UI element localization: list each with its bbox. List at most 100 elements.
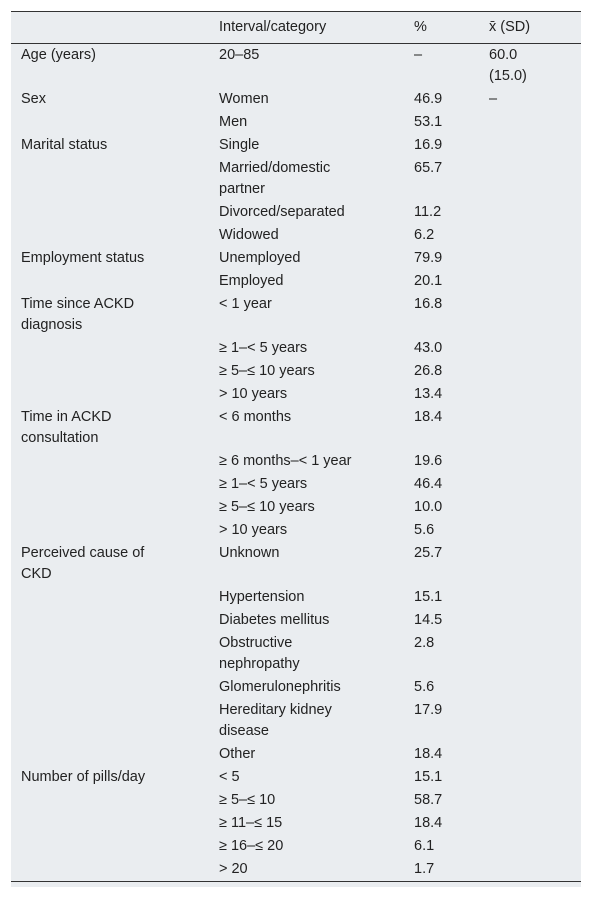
- cell: [489, 201, 581, 224]
- cell: [489, 858, 581, 882]
- cell: 1.7: [414, 861, 435, 877]
- header-cell: [11, 11, 219, 44]
- cell: 16.9: [414, 137, 443, 153]
- cell: [489, 766, 581, 789]
- cell: Divorced/separated: [219, 204, 345, 220]
- table-row: > 10 years 5.6: [11, 519, 581, 542]
- cell: [11, 835, 219, 858]
- table-row: ≥ 5–≤ 10 years 10.0: [11, 496, 581, 519]
- cell: 20–85: [219, 47, 260, 63]
- cell: < 1 year: [219, 296, 272, 312]
- cell: [489, 270, 581, 293]
- cell: 25.7: [414, 545, 443, 561]
- cell: Number of pills/day: [21, 769, 146, 785]
- cell: 17.9: [414, 702, 443, 718]
- cell: 18.4: [414, 746, 443, 762]
- cell: > 10 years: [219, 522, 288, 538]
- cell: [489, 473, 581, 496]
- table-row: ≥ 5–≤ 10 58.7: [11, 789, 581, 812]
- cell: [489, 632, 581, 676]
- cell: ≥ 1–< 5 years: [219, 340, 308, 356]
- cell: [11, 676, 219, 699]
- table-row: ≥ 5–≤ 10 years 26.8: [11, 360, 581, 383]
- cell: Age (years): [21, 47, 96, 63]
- cell: [11, 383, 219, 406]
- cell: [11, 224, 219, 247]
- cell: [11, 111, 219, 134]
- table-row: > 20 1.7: [11, 858, 581, 882]
- cell: [11, 270, 219, 293]
- cell: ≥ 11–≤ 15: [219, 815, 283, 831]
- cell: Widowed: [219, 227, 279, 243]
- cell: 60.0 (15.0): [489, 47, 527, 84]
- cell: [489, 134, 581, 157]
- cell: > 20: [219, 861, 248, 877]
- cell: ≥ 16–≤ 20: [219, 838, 284, 854]
- cell: 19.6: [414, 453, 443, 469]
- table-panel: Interval/category % x̄ (SD) Age (years) 2…: [11, 11, 581, 887]
- cell: 6.1: [414, 838, 435, 854]
- cell: [11, 360, 219, 383]
- table-row: Glomerulonephritis 5.6: [11, 676, 581, 699]
- cell: 16.8: [414, 296, 443, 312]
- table-row: Sex Women 46.9 –: [11, 88, 581, 111]
- cell: Married/domestic partner: [219, 160, 331, 197]
- cell: Hereditary kidney disease: [219, 702, 332, 739]
- table-row: Time since ACKD diagnosis < 1 year 16.8: [11, 293, 581, 337]
- cell: [489, 812, 581, 835]
- cell: Obstructive nephropathy: [219, 635, 300, 672]
- table-row: ≥ 1–< 5 years 46.4: [11, 473, 581, 496]
- header-cell: Interval/category: [219, 11, 414, 44]
- cell: 46.4: [414, 476, 443, 492]
- cell: Sex: [21, 91, 46, 107]
- cell: Glomerulonephritis: [219, 679, 341, 695]
- cell: [489, 789, 581, 812]
- table: Interval/category % x̄ (SD) Age (years) 2…: [11, 11, 581, 882]
- table-head: Interval/category % x̄ (SD): [11, 11, 581, 44]
- cell: [11, 496, 219, 519]
- table-row: Widowed 6.2: [11, 224, 581, 247]
- cell: Employed: [219, 273, 284, 289]
- cell: 2.8: [414, 635, 435, 651]
- cell: –: [414, 47, 423, 63]
- cell: [11, 473, 219, 496]
- cell: [11, 586, 219, 609]
- table-row: Diabetes mellitus 14.5: [11, 609, 581, 632]
- cell: [489, 293, 581, 337]
- cell: ≥ 5–≤ 10: [219, 792, 276, 808]
- cell: 18.4: [414, 815, 443, 831]
- cell: < 5: [219, 769, 240, 785]
- table-row: Obstructive nephropathy 2.8: [11, 632, 581, 676]
- cell: [489, 542, 581, 586]
- cell: ≥ 6 months–< 1 year: [219, 453, 352, 469]
- cell: [489, 586, 581, 609]
- cell: 5.6: [414, 679, 435, 695]
- cell: 26.8: [414, 363, 443, 379]
- cell: –: [489, 91, 498, 107]
- cell: Employment status: [21, 250, 145, 266]
- cell: [489, 247, 581, 270]
- cell: [11, 450, 219, 473]
- cell: 65.7: [414, 160, 443, 176]
- cell: 14.5: [414, 612, 443, 628]
- table-row: ≥ 1–< 5 years 43.0: [11, 337, 581, 360]
- cell: 13.4: [414, 386, 443, 402]
- cell: 58.7: [414, 792, 443, 808]
- cell: 20.1: [414, 273, 443, 289]
- table-row: Married/domestic partner 65.7: [11, 157, 581, 201]
- cell: [11, 632, 219, 676]
- cell: [489, 835, 581, 858]
- cell: Hypertension: [219, 589, 305, 605]
- cell: [11, 609, 219, 632]
- cell: < 6 months: [219, 409, 292, 425]
- table-row: ≥ 11–≤ 15 18.4: [11, 812, 581, 835]
- table-row: ≥ 6 months–< 1 year 19.6: [11, 450, 581, 473]
- cell: 79.9: [414, 250, 443, 266]
- header-cell: x̄ (SD): [489, 11, 581, 44]
- cell: ≥ 5–≤ 10 years: [219, 363, 315, 379]
- cell: 46.9: [414, 91, 443, 107]
- cell: 18.4: [414, 409, 443, 425]
- cell: 15.1: [414, 589, 443, 605]
- cell: [489, 111, 581, 134]
- cell: Time in ACKD consultation: [21, 409, 112, 446]
